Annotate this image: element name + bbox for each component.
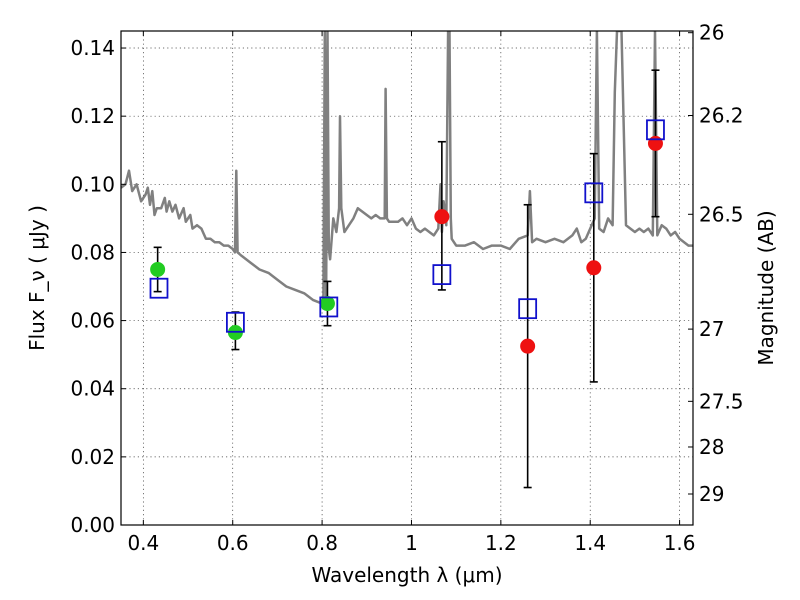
red-data-point xyxy=(586,260,602,276)
y-tick-label: 0.10 xyxy=(70,172,115,196)
y-axis-label: Flux F_ν ( μJy ) xyxy=(25,205,49,351)
y-tick-label: 0.04 xyxy=(70,377,115,401)
right-tick-label: 27.5 xyxy=(699,389,744,413)
right-tick-label: 26 xyxy=(699,21,724,45)
x-tick-label: 0.6 xyxy=(217,531,249,555)
red-data-point xyxy=(434,209,450,225)
x-axis-label: Wavelength λ (μm) xyxy=(311,563,502,587)
right-tick-label: 26.2 xyxy=(699,103,744,127)
right-tick-label: 26.5 xyxy=(699,202,744,226)
blue-model-square xyxy=(584,182,604,204)
y-axis-label-right: Magnitude (AB) xyxy=(754,210,778,365)
y-tick-label: 0.12 xyxy=(70,104,115,128)
blue-model-square xyxy=(225,311,245,333)
plot-layer xyxy=(121,31,693,489)
tick-layer: 0.4 0.6 0.8 1 1.2 1.4 1.6 0.00 0.02 0.04 0.06 0.08 0… xyxy=(70,21,743,555)
red-data-point xyxy=(520,338,536,354)
blue-model-square xyxy=(646,119,665,141)
y-tick-label: 0.02 xyxy=(70,445,115,469)
plot-frame xyxy=(120,30,694,526)
x-tick-label: 1.6 xyxy=(664,531,696,555)
blue-model-square xyxy=(432,264,452,285)
x-tick-label: 1.4 xyxy=(574,531,606,555)
blue-model-square xyxy=(319,296,339,318)
green-data-point xyxy=(150,261,166,277)
x-tick-label: 1.2 xyxy=(485,531,517,555)
right-tick-label: 27 xyxy=(699,317,724,341)
x-tick-label: 0.4 xyxy=(127,531,159,555)
x-tick-label: 0.8 xyxy=(306,531,338,555)
blue-model-square xyxy=(149,277,169,299)
blue-model-square xyxy=(518,298,538,320)
right-tick-label: 28 xyxy=(699,435,724,459)
y-tick-label: 0.06 xyxy=(70,309,115,333)
y-tick-label: 0.00 xyxy=(70,513,115,537)
y-tick-label: 0.08 xyxy=(70,240,115,264)
green-data-point xyxy=(319,296,335,312)
x-tick-label: 1 xyxy=(405,531,418,555)
right-tick-label: 29 xyxy=(699,482,724,506)
y-tick-label: 0.14 xyxy=(70,36,115,60)
spectrum-line xyxy=(121,31,693,305)
